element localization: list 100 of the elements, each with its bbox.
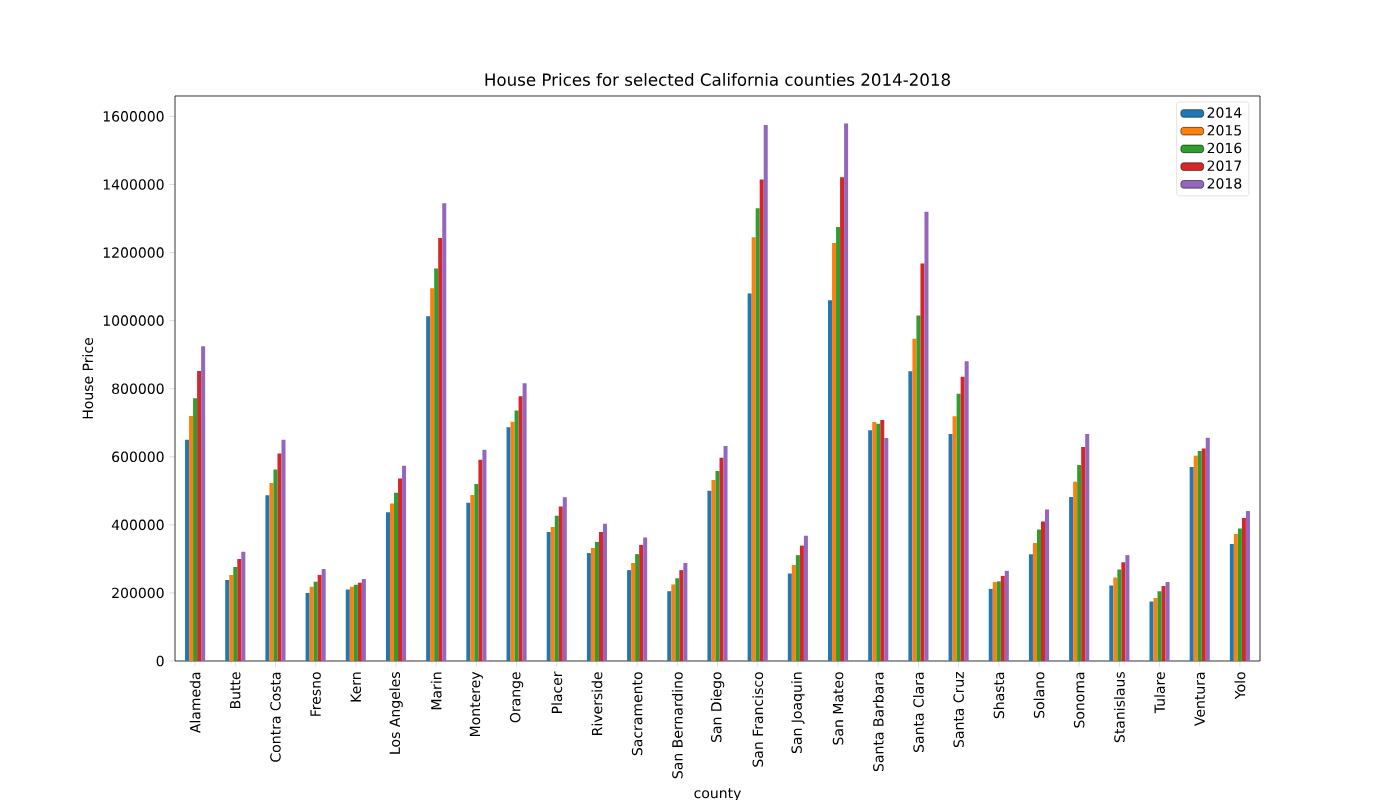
bar bbox=[960, 376, 965, 661]
bar bbox=[1197, 451, 1202, 661]
bar bbox=[349, 586, 354, 661]
bar bbox=[353, 584, 358, 661]
bar bbox=[562, 497, 567, 661]
bar bbox=[193, 398, 198, 661]
bar bbox=[671, 584, 676, 661]
bar bbox=[389, 503, 395, 661]
x-axis-title: county bbox=[694, 788, 741, 800]
bar bbox=[398, 478, 403, 661]
bar bbox=[1113, 577, 1118, 661]
x-tick-label: San Joaquin bbox=[791, 672, 805, 754]
y-tick-label: 200000 bbox=[112, 587, 164, 599]
legend-label: 2016 bbox=[1207, 142, 1242, 154]
bar bbox=[1193, 455, 1198, 661]
x-tick-label: Santa Barbara bbox=[872, 672, 884, 772]
x-tick-label: Riverside bbox=[591, 672, 603, 735]
y-tick-label: 600000 bbox=[112, 451, 164, 463]
x-tick-label: Sacramento bbox=[631, 672, 643, 756]
bar bbox=[1125, 555, 1130, 661]
bar bbox=[514, 410, 519, 661]
bar bbox=[273, 469, 278, 661]
bar bbox=[466, 502, 471, 661]
bar bbox=[868, 430, 873, 661]
bar bbox=[201, 346, 206, 661]
bar bbox=[996, 581, 1001, 661]
bar bbox=[546, 532, 551, 661]
x-tick-label: Contra Costa bbox=[270, 672, 281, 762]
bar bbox=[1032, 542, 1037, 661]
bar bbox=[988, 588, 993, 661]
bar bbox=[281, 439, 286, 661]
chart-title: House Prices for selected California counties 2014-2018 bbox=[485, 73, 950, 86]
bar bbox=[908, 371, 913, 661]
bar bbox=[683, 562, 688, 661]
bar bbox=[197, 371, 202, 661]
bar bbox=[474, 484, 479, 661]
bar bbox=[265, 495, 270, 661]
bar bbox=[707, 490, 712, 661]
y-tick-label: 400000 bbox=[111, 519, 164, 531]
bar bbox=[667, 591, 672, 661]
bar bbox=[1189, 466, 1194, 661]
legend-label: 2018 bbox=[1207, 178, 1242, 189]
bar bbox=[1109, 585, 1114, 661]
bar bbox=[840, 177, 845, 661]
bar bbox=[394, 492, 399, 661]
bar bbox=[876, 423, 881, 661]
bar bbox=[1205, 437, 1210, 661]
bar bbox=[586, 553, 591, 661]
bar bbox=[1121, 562, 1126, 661]
bar bbox=[237, 558, 242, 661]
bar bbox=[1201, 448, 1206, 661]
bar bbox=[233, 567, 238, 661]
bar bbox=[787, 573, 792, 661]
bar bbox=[924, 211, 929, 661]
bar bbox=[1041, 521, 1046, 661]
bar bbox=[1073, 481, 1078, 661]
bar bbox=[723, 445, 728, 661]
bar bbox=[1077, 464, 1082, 661]
bar bbox=[803, 535, 808, 661]
bar bbox=[1149, 601, 1154, 661]
bar bbox=[1028, 554, 1033, 661]
bar bbox=[426, 316, 431, 661]
x-tick-label: Santa Clara bbox=[913, 672, 924, 752]
x-tick-label: Orange bbox=[509, 672, 524, 723]
bar bbox=[844, 123, 849, 661]
y-tick-label: 1200000 bbox=[103, 247, 164, 258]
bar bbox=[1117, 569, 1122, 661]
bar bbox=[992, 582, 997, 661]
bar bbox=[225, 579, 230, 661]
bar bbox=[1036, 529, 1041, 661]
x-tick-label: Marin bbox=[430, 672, 442, 710]
bar bbox=[1245, 510, 1250, 661]
bar bbox=[550, 526, 555, 661]
x-tick-label: Yolo bbox=[1234, 672, 1246, 700]
bar bbox=[916, 315, 921, 661]
bar bbox=[715, 471, 720, 661]
bar bbox=[675, 578, 680, 661]
bar bbox=[277, 453, 282, 661]
x-tick-label: Solano bbox=[1033, 672, 1045, 718]
bar bbox=[357, 582, 362, 661]
bar bbox=[759, 179, 764, 661]
bar bbox=[964, 361, 969, 661]
bar bbox=[402, 465, 407, 661]
bar bbox=[317, 574, 322, 661]
bar bbox=[836, 227, 841, 661]
bar bbox=[795, 555, 800, 661]
bar bbox=[1000, 575, 1005, 661]
bar bbox=[478, 459, 483, 661]
bar bbox=[880, 420, 885, 661]
bar bbox=[832, 243, 837, 661]
bar bbox=[719, 457, 724, 661]
bar bbox=[313, 581, 318, 661]
bar bbox=[1069, 496, 1074, 661]
bar bbox=[643, 537, 648, 661]
x-tick-label: Kern bbox=[350, 672, 362, 702]
x-tick-label: Stanislaus bbox=[1113, 672, 1125, 743]
bar bbox=[438, 237, 443, 661]
bar bbox=[751, 237, 756, 661]
x-tick-label: Ventura bbox=[1194, 672, 1205, 726]
bar bbox=[956, 393, 961, 661]
